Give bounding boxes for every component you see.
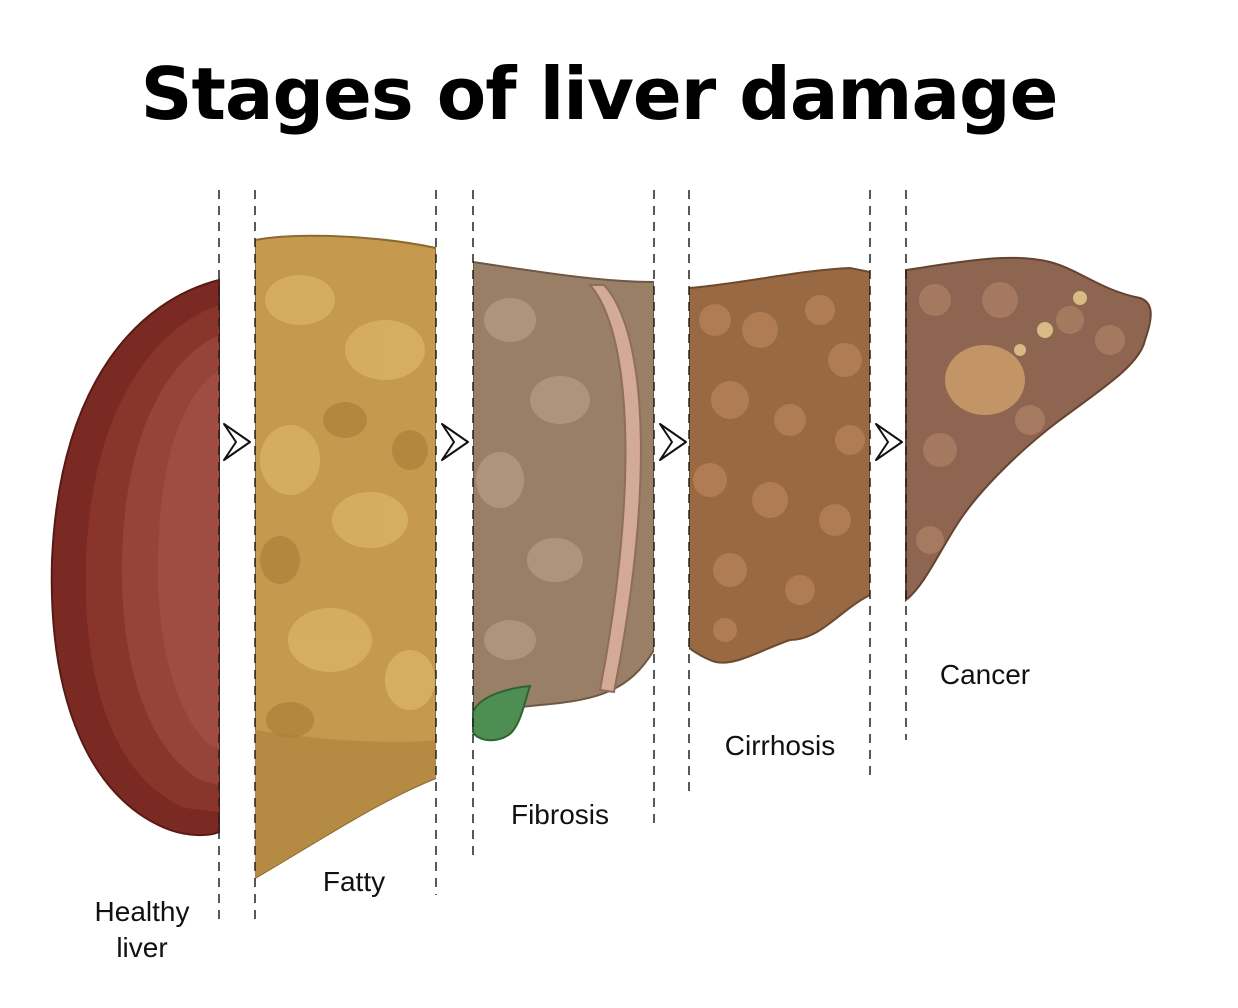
- healthy-liver-segment: [50, 278, 220, 837]
- stage-label-line: Healthy: [94, 896, 190, 927]
- arrow-icon: [223, 423, 251, 461]
- diagram-title: Stages of liver damage: [140, 52, 1059, 136]
- progression-arrows: [223, 423, 903, 461]
- fatty-liver-segment: [255, 234, 436, 880]
- arrow-icon: [441, 423, 469, 461]
- stage-label-cancer: Cancer: [939, 659, 1031, 690]
- fibrosis-liver-segment: [473, 260, 654, 714]
- stage-label-line: liver: [116, 932, 168, 963]
- arrow-icon: [875, 423, 903, 461]
- stage-label-healthy: Healthy liver: [62, 894, 222, 966]
- divider-lines: [218, 190, 907, 922]
- stage-label-fibrosis: Fibrosis: [510, 799, 609, 830]
- cancer-liver-segment: [905, 256, 1152, 603]
- arrow-icon: [659, 423, 687, 461]
- stage-label-fatty: Fatty: [322, 866, 386, 897]
- stage-label-cirrhosis: Cirrhosis: [724, 730, 836, 761]
- cirrhosis-liver-segment: [689, 266, 870, 664]
- gallbladder: [472, 684, 532, 742]
